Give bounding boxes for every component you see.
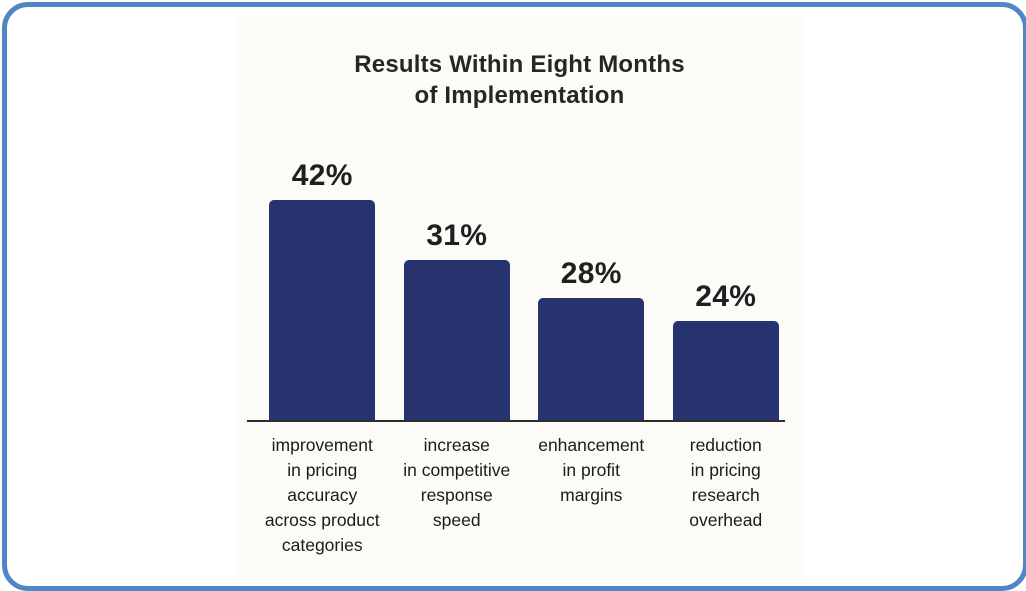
chart-title: Results Within Eight Months of Implement… bbox=[354, 51, 685, 109]
bar-column: 28% bbox=[524, 257, 659, 420]
category-label: reduction in pricing research overhead bbox=[689, 435, 763, 530]
bars-row: 42% 31% 28% 24% bbox=[255, 16, 793, 420]
bar-value-label: 31% bbox=[426, 219, 488, 252]
bar bbox=[538, 298, 645, 420]
category-labels-row: improvement in pricing accuracy across p… bbox=[255, 433, 793, 558]
bar-value-label: 24% bbox=[695, 280, 757, 313]
category-label: improvement in pricing accuracy across p… bbox=[264, 435, 380, 555]
x-axis-line bbox=[247, 420, 785, 422]
bar-value-label: 28% bbox=[560, 257, 622, 290]
bar-column: 31% bbox=[390, 219, 525, 420]
bar bbox=[269, 200, 376, 420]
bar-column: 42% bbox=[255, 159, 390, 420]
bar-column: 24% bbox=[659, 280, 794, 420]
bar-value-label: 42% bbox=[291, 159, 353, 192]
category-label: increase in competitive response speed bbox=[403, 435, 511, 530]
bar bbox=[403, 260, 510, 420]
category-label: enhancement in profit margins bbox=[538, 435, 645, 505]
bar bbox=[672, 321, 779, 420]
chart-panel: Results Within Eight Months of Implement… bbox=[235, 16, 804, 577]
